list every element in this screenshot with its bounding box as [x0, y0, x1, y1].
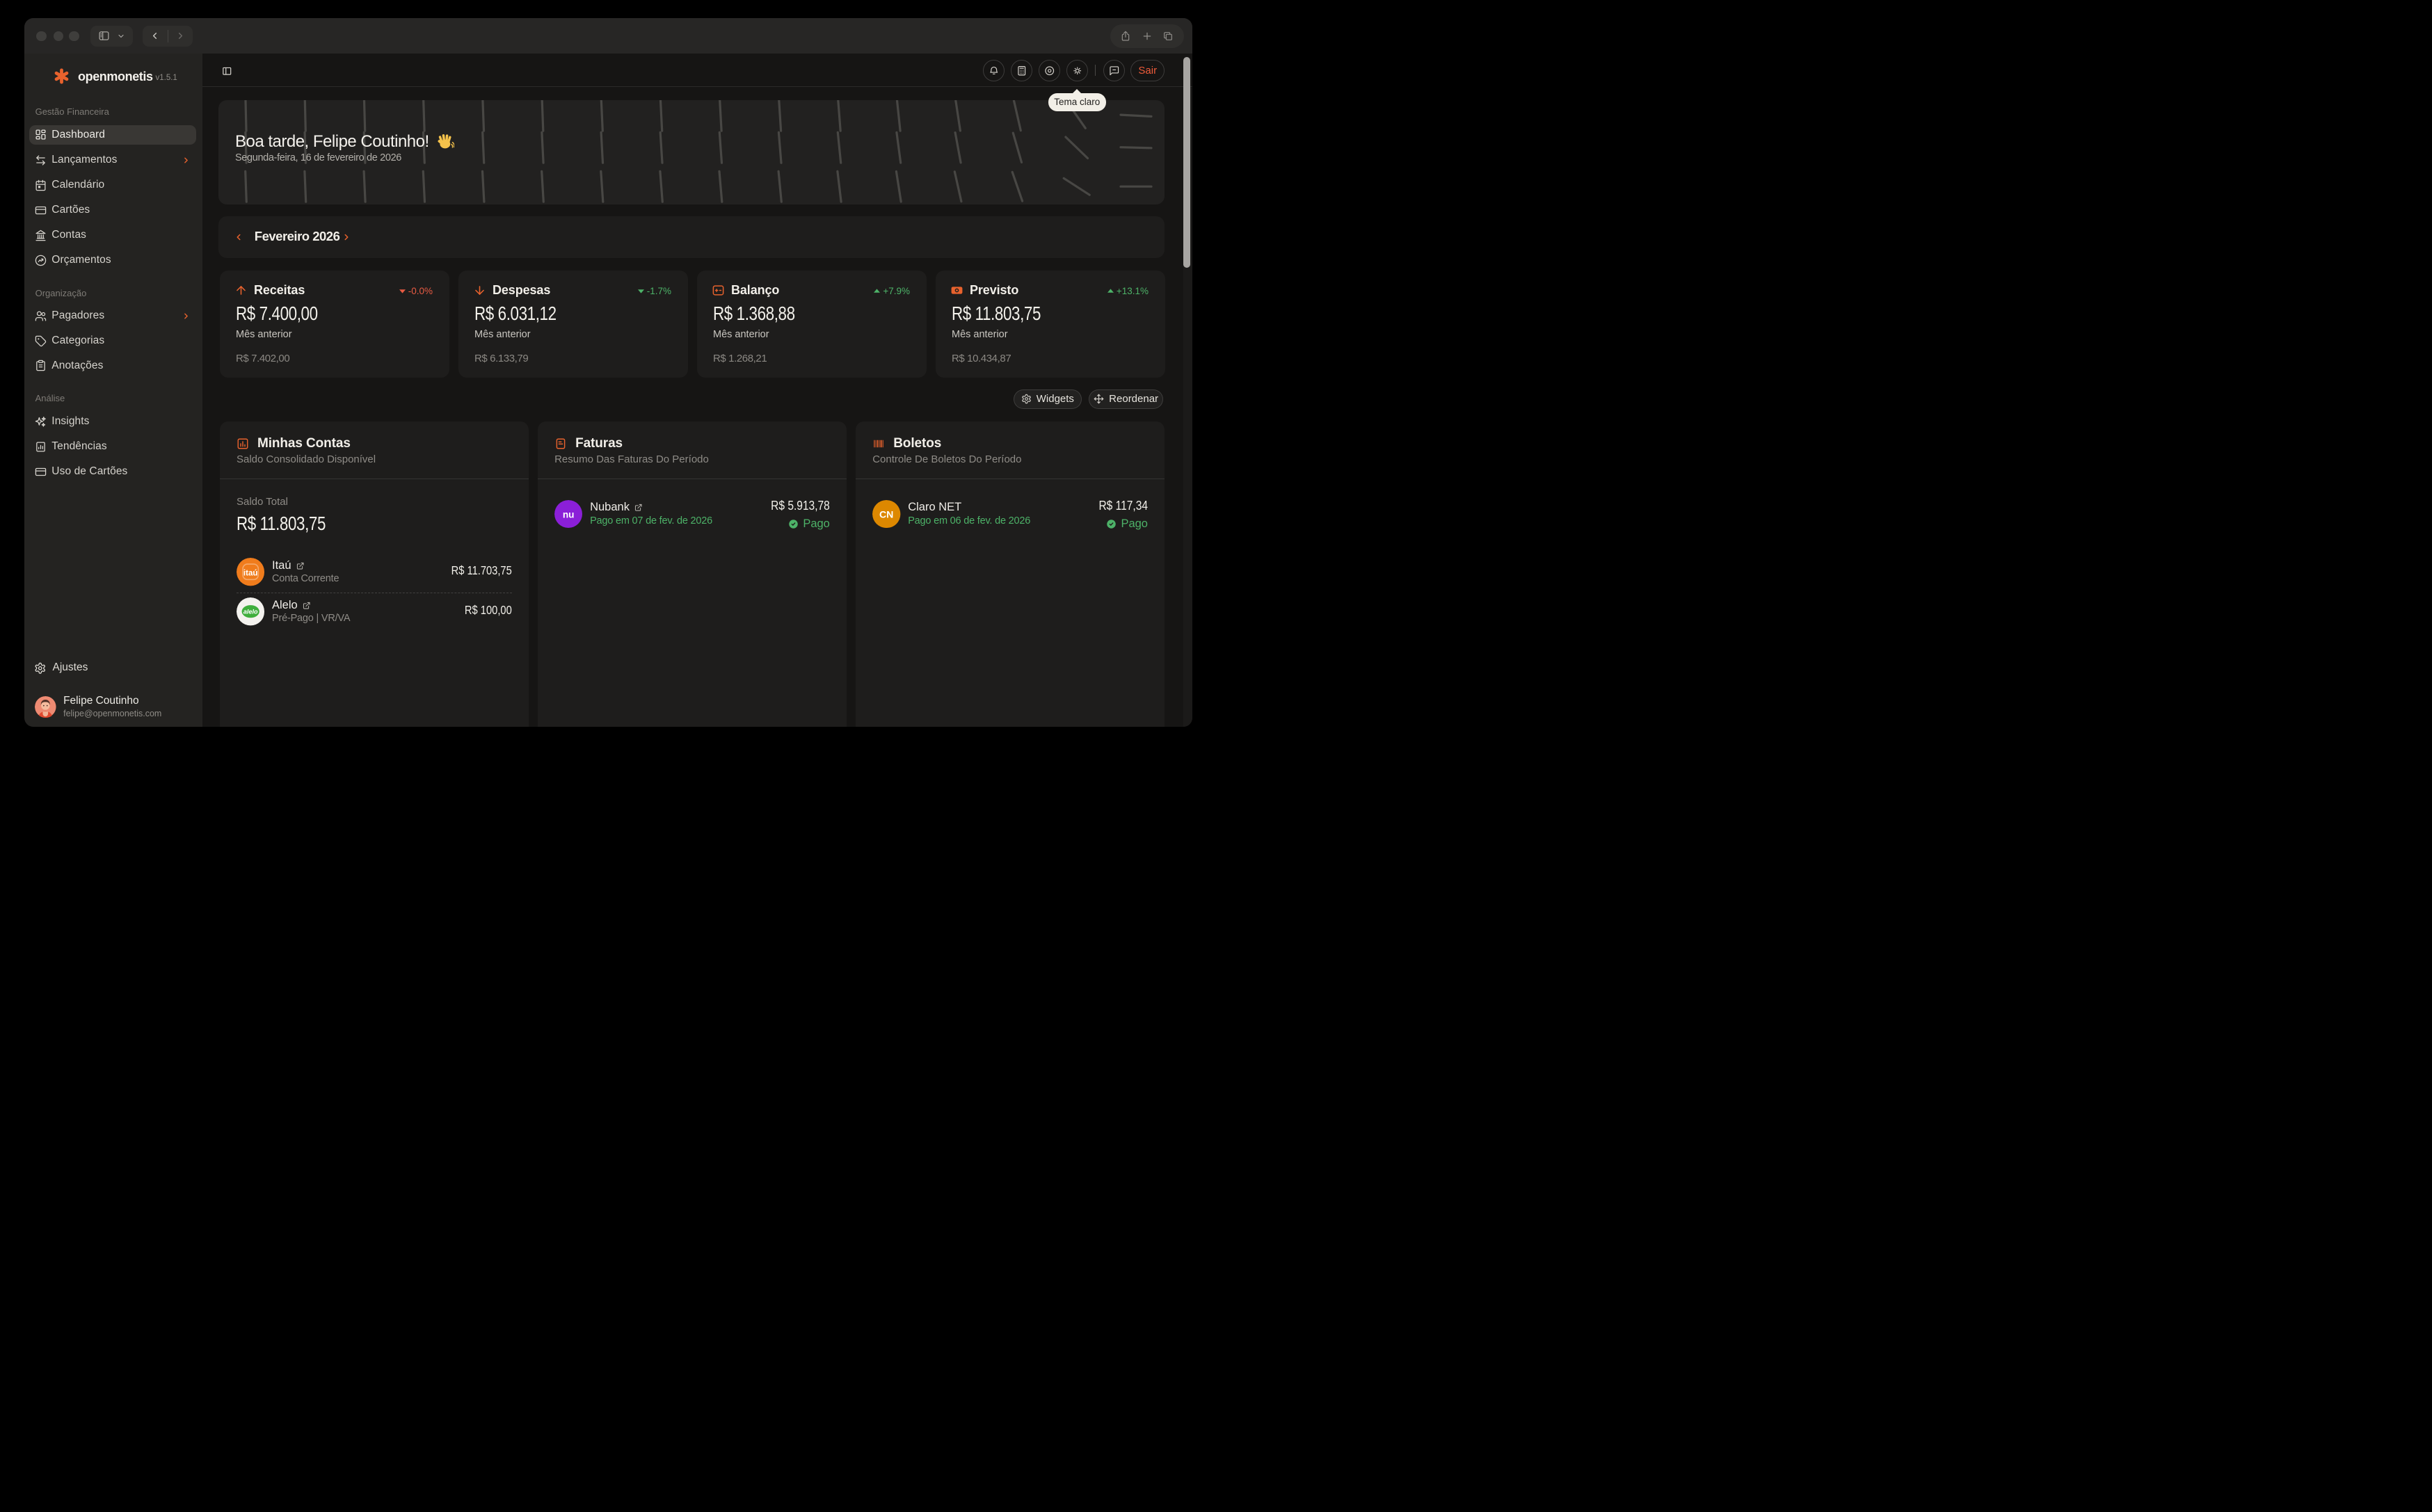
svg-text:CN: CN	[879, 509, 893, 520]
svg-text:alelo: alelo	[243, 609, 258, 616]
svg-text:itaú: itaú	[243, 569, 258, 578]
svg-text:nu: nu	[563, 510, 575, 520]
